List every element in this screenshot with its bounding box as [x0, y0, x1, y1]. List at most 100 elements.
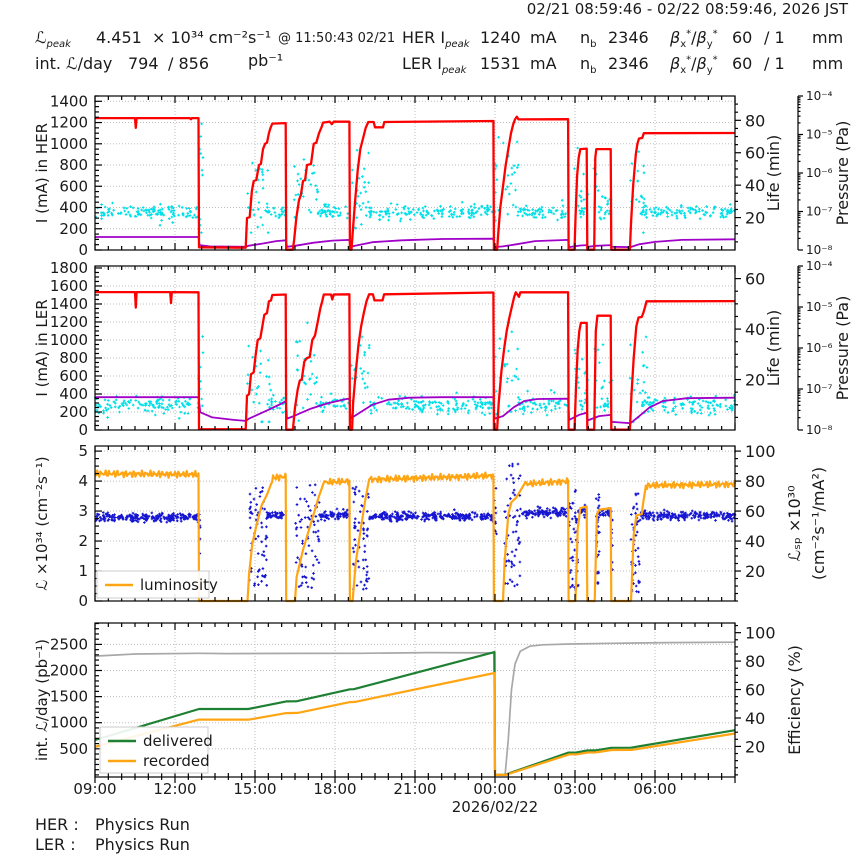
her-run-mode-label: HER : [35, 815, 79, 834]
svg-text:2500: 2500 [50, 635, 88, 653]
svg-text:Life (min): Life (min) [764, 310, 783, 387]
svg-text:10⁻⁸: 10⁻⁸ [806, 243, 833, 257]
her-ipeak-unit: mA [530, 28, 557, 47]
svg-text:recorded: recorded [143, 752, 210, 770]
ler-nb-label: nb [580, 54, 597, 77]
svg-text:200: 200 [59, 220, 88, 238]
ler-beta-label: βx*/βy* [670, 54, 718, 77]
her-nb-value: 2346 [608, 28, 649, 47]
svg-text:I (mA) in HER: I (mA) in HER [33, 123, 51, 223]
svg-text:10⁻⁷: 10⁻⁷ [806, 382, 833, 396]
lpeak-value: 4.451 × 10³⁴ cm⁻²s⁻¹ [96, 28, 272, 47]
svg-text:Pressure (Pa): Pressure (Pa) [833, 121, 852, 226]
ler-nb-value: 2346 [608, 54, 649, 73]
svg-text:2: 2 [78, 532, 88, 550]
svg-text:60: 60 [745, 502, 765, 521]
svg-text:1600: 1600 [50, 277, 88, 295]
ler-run-mode-label: LER : [35, 835, 76, 854]
svg-text:5: 5 [78, 442, 88, 460]
svg-text:18:00: 18:00 [313, 780, 356, 798]
her-pressure-scatter [94, 122, 736, 234]
svg-text:Pressure (Pa): Pressure (Pa) [833, 296, 852, 401]
ler-beta-value: 60 [732, 54, 753, 73]
svg-text:40: 40 [745, 176, 765, 195]
svg-text:40: 40 [745, 320, 765, 339]
svg-text:03:00: 03:00 [553, 780, 596, 798]
svg-text:100: 100 [745, 442, 776, 461]
ler-ipeak-value: 1531 [480, 54, 521, 73]
svg-text:(cm⁻²s⁻¹/mA²): (cm⁻²s⁻¹/mA²) [809, 467, 828, 580]
svg-text:ℒ ×10³⁴ (cm⁻²s⁻¹): ℒ ×10³⁴ (cm⁻²s⁻¹) [33, 456, 51, 590]
ler-ipeak-unit: mA [530, 54, 557, 73]
svg-text:4: 4 [78, 472, 88, 490]
her-ring-frame [94, 95, 803, 251]
svg-text:20: 20 [745, 737, 765, 756]
ler-pressure-scatter [94, 321, 736, 424]
svg-text:2026/02/22: 2026/02/22 [452, 798, 538, 816]
svg-text:2000: 2000 [50, 662, 88, 680]
svg-text:80: 80 [745, 652, 765, 671]
svg-text:1400: 1400 [50, 92, 88, 110]
svg-text:10⁻⁶: 10⁻⁶ [806, 166, 833, 180]
svg-text:10⁻⁸: 10⁻⁸ [806, 423, 833, 437]
int-lumi-recorded: 794 [128, 54, 159, 73]
svg-text:1000: 1000 [50, 135, 88, 153]
svg-text:20: 20 [745, 209, 765, 228]
lpeak-timestamp: @ 11:50:43 02/21 [278, 31, 396, 46]
her-beta-label: βx*/βy* [670, 28, 718, 51]
ler-current-line [95, 290, 736, 431]
svg-text:10⁻⁶: 10⁻⁶ [806, 341, 833, 355]
svg-text:500: 500 [59, 740, 88, 758]
svg-text:40: 40 [745, 709, 765, 728]
her-beta-unit: mm [812, 28, 844, 47]
svg-text:80: 80 [745, 111, 765, 130]
luminosity-frame [94, 445, 741, 602]
svg-text:10⁻⁵: 10⁻⁵ [806, 300, 833, 314]
svg-text:60: 60 [745, 144, 765, 163]
her-nb-label: nb [580, 28, 597, 51]
ler-beta-value2: / 1 [764, 54, 785, 73]
ler-ring-frame [94, 265, 803, 431]
svg-text:Efficiency (%): Efficiency (%) [785, 645, 804, 755]
svg-text:1800: 1800 [50, 259, 88, 277]
svg-text:400: 400 [59, 385, 88, 403]
svg-text:100: 100 [745, 624, 776, 643]
integrated-luminosity-legend: delivered recorded [99, 726, 213, 774]
her-beta-value2: / 1 [764, 28, 785, 47]
her-run-mode-value: Physics Run [95, 815, 190, 834]
time-range-title: 02/21 08:59:46 - 02/22 08:59:46, 2026 JS… [526, 0, 848, 18]
efficiency-line [94, 641, 736, 776]
her-ipeak-label: HER Ipeak [402, 28, 470, 51]
svg-text:10⁻⁴: 10⁻⁴ [806, 89, 833, 103]
svg-text:20: 20 [745, 371, 765, 390]
integrated-luminosity-frame [94, 622, 741, 783]
svg-text:Life (min): Life (min) [764, 135, 783, 212]
her-ring-plot: 0 200 400 600 800 1000 1200 1400 I (mA) in HER 20… [33, 89, 852, 259]
svg-text:10⁻⁵: 10⁻⁵ [806, 128, 833, 142]
svg-text:12:00: 12:00 [153, 780, 196, 798]
ler-run-mode-value: Physics Run [95, 835, 190, 854]
svg-text:int. ℒ/day (pb⁻¹): int. ℒ/day (pb⁻¹) [33, 639, 51, 761]
ler-ipeak-label: LER Ipeak [402, 54, 467, 77]
ler-beta-unit: mm [812, 54, 844, 73]
svg-text:10⁻⁷: 10⁻⁷ [806, 205, 833, 219]
svg-text:delivered: delivered [143, 732, 213, 750]
svg-text:0: 0 [78, 592, 88, 610]
svg-text:1500: 1500 [50, 688, 88, 706]
svg-text:40: 40 [745, 532, 765, 551]
svg-text:1000: 1000 [50, 331, 88, 349]
svg-text:ℒₛₚ ×10³⁰: ℒₛₚ ×10³⁰ [785, 485, 804, 561]
her-beta-value: 60 [732, 28, 753, 47]
svg-text:06:00: 06:00 [633, 780, 676, 798]
svg-text:3: 3 [78, 502, 88, 520]
svg-text:1400: 1400 [50, 295, 88, 313]
svg-text:800: 800 [59, 349, 88, 367]
svg-text:0: 0 [78, 421, 88, 439]
luminosity-legend: luminosity [96, 570, 218, 599]
svg-text:400: 400 [59, 199, 88, 217]
svg-text:600: 600 [59, 177, 88, 195]
